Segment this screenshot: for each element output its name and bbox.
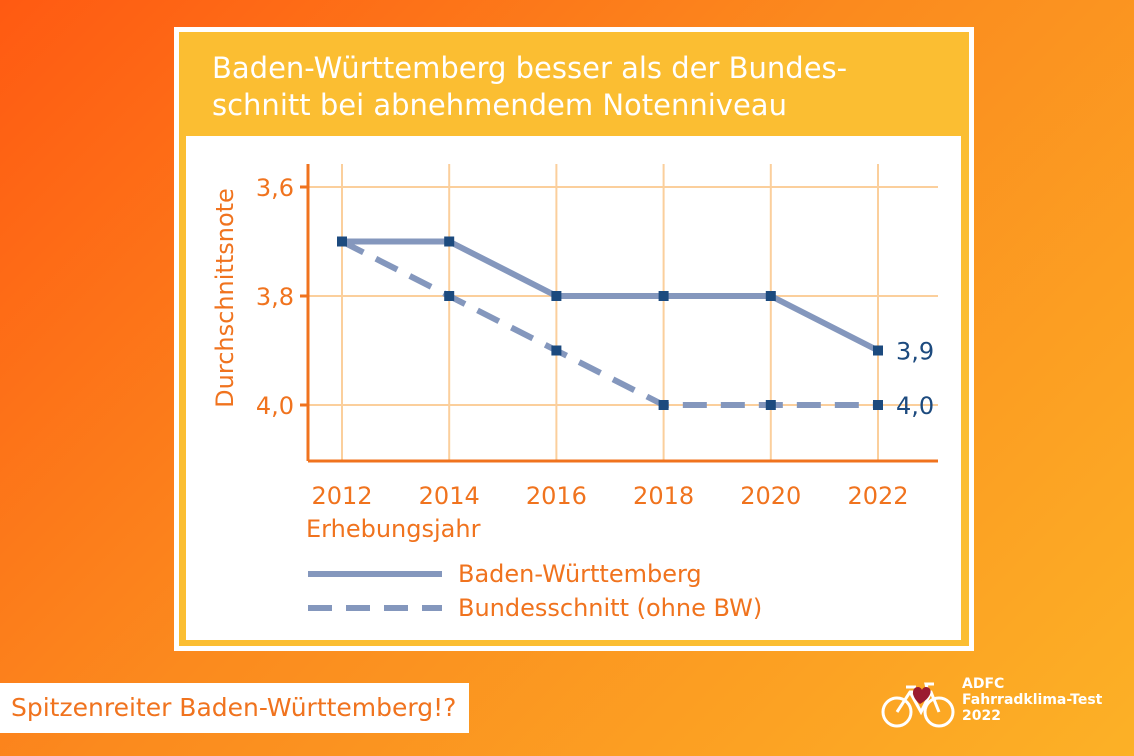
y-tick-label: 3,8 xyxy=(256,283,294,311)
marker-bund xyxy=(337,236,347,247)
line-chart: 3,6 3,8 4,0 2012 2014 2016 2018 2020 2022 Erhebun… xyxy=(211,164,938,622)
x-tick-label: 2016 xyxy=(526,482,587,510)
marker-bw xyxy=(658,291,669,301)
logo-line-1: ADFC xyxy=(962,676,1005,692)
x-tick-label: 2020 xyxy=(740,482,801,510)
chart-title: Baden-Württemberg besser als der Bundes-… xyxy=(212,51,848,122)
marker-bund xyxy=(551,345,562,356)
marker-bund xyxy=(873,400,883,410)
logo-line-3: 2022 xyxy=(962,708,1001,724)
x-tick-label: 2018 xyxy=(633,482,694,510)
legend-label: Bundesschnitt (ohne BW) xyxy=(458,594,762,622)
end-value-label: 4,0 xyxy=(896,392,934,420)
marker-bw xyxy=(765,291,776,301)
marker-bund xyxy=(765,400,776,410)
x-tick-label: 2012 xyxy=(311,482,372,510)
series-line-bund xyxy=(340,238,878,408)
logo-line-2: Fahrradklima-Test xyxy=(962,692,1103,708)
series-line-bw xyxy=(342,238,880,354)
y-axis-title: Durchschnittsnote xyxy=(211,188,239,408)
x-axis-title: Erhebungsjahr xyxy=(306,515,481,543)
marker-bw xyxy=(873,345,883,356)
marker-bw xyxy=(551,291,562,301)
x-tick-label: 2014 xyxy=(419,482,480,510)
y-tick-label: 3,6 xyxy=(256,174,294,202)
marker-bw xyxy=(444,236,455,247)
marker-bund xyxy=(444,291,455,301)
legend-label: Baden-Württemberg xyxy=(458,560,702,588)
footer-caption: Spitzenreiter Baden-Württemberg!? xyxy=(0,683,470,733)
y-tick-label: 4,0 xyxy=(256,392,294,420)
x-tick-label: 2022 xyxy=(847,482,908,510)
end-value-label: 3,9 xyxy=(896,338,934,366)
chart-panel: 3,6 3,8 4,0 2012 2014 2016 2018 2020 2022 Erhebun… xyxy=(186,136,961,640)
logo-text: ADFC Fahrradklima-Test 2022 xyxy=(962,676,1102,724)
bicycle-heart-icon xyxy=(881,682,955,728)
marker-bund xyxy=(658,400,669,410)
